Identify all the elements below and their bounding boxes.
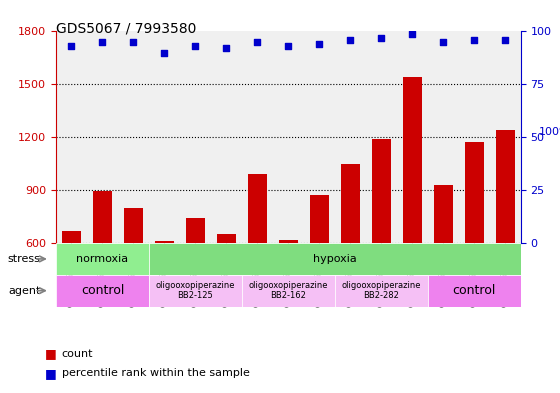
- Point: [222, 45, 231, 51]
- Point: [191, 43, 200, 50]
- Bar: [248, 174, 267, 349]
- Point: [129, 39, 138, 45]
- Bar: [155, 241, 174, 349]
- Point: [470, 37, 479, 43]
- Point: [160, 50, 169, 56]
- Point: [315, 41, 324, 47]
- Text: stress: stress: [8, 254, 40, 264]
- Text: count: count: [62, 349, 93, 359]
- Bar: [279, 241, 298, 349]
- Bar: [496, 130, 515, 349]
- Point: [98, 39, 107, 45]
- Point: [346, 37, 355, 43]
- Text: agent: agent: [8, 286, 40, 296]
- FancyBboxPatch shape: [242, 275, 335, 307]
- FancyBboxPatch shape: [56, 275, 149, 307]
- Point: [284, 43, 293, 50]
- Bar: [93, 191, 112, 349]
- Bar: [341, 164, 360, 349]
- Text: normoxia: normoxia: [76, 254, 129, 264]
- Point: [439, 39, 448, 45]
- Point: [377, 35, 386, 41]
- Bar: [217, 234, 236, 349]
- Text: oligooxopiperazine
BB2-125: oligooxopiperazine BB2-125: [156, 281, 235, 300]
- Text: oligooxopiperazine
BB2-282: oligooxopiperazine BB2-282: [342, 281, 421, 300]
- Bar: [465, 141, 484, 349]
- Text: ■: ■: [45, 367, 57, 380]
- Bar: [186, 219, 205, 349]
- Point: [253, 39, 262, 45]
- Bar: [124, 208, 143, 349]
- Bar: [372, 139, 391, 349]
- Text: percentile rank within the sample: percentile rank within the sample: [62, 368, 249, 378]
- FancyBboxPatch shape: [149, 243, 521, 275]
- FancyBboxPatch shape: [335, 275, 428, 307]
- Bar: [403, 77, 422, 349]
- Text: control: control: [452, 284, 496, 297]
- FancyBboxPatch shape: [149, 275, 242, 307]
- Point: [501, 37, 510, 43]
- Text: oligooxopiperazine
BB2-162: oligooxopiperazine BB2-162: [249, 281, 328, 300]
- Bar: [62, 231, 81, 349]
- Text: control: control: [81, 284, 124, 297]
- Text: hypoxia: hypoxia: [313, 254, 357, 264]
- Point: [408, 30, 417, 37]
- FancyBboxPatch shape: [428, 275, 521, 307]
- Y-axis label: 100%: 100%: [539, 127, 560, 137]
- FancyBboxPatch shape: [56, 243, 149, 275]
- Bar: [310, 195, 329, 349]
- Text: GDS5067 / 7993580: GDS5067 / 7993580: [56, 22, 197, 36]
- Bar: [434, 185, 452, 349]
- Text: ■: ■: [45, 347, 57, 360]
- Point: [67, 43, 76, 50]
